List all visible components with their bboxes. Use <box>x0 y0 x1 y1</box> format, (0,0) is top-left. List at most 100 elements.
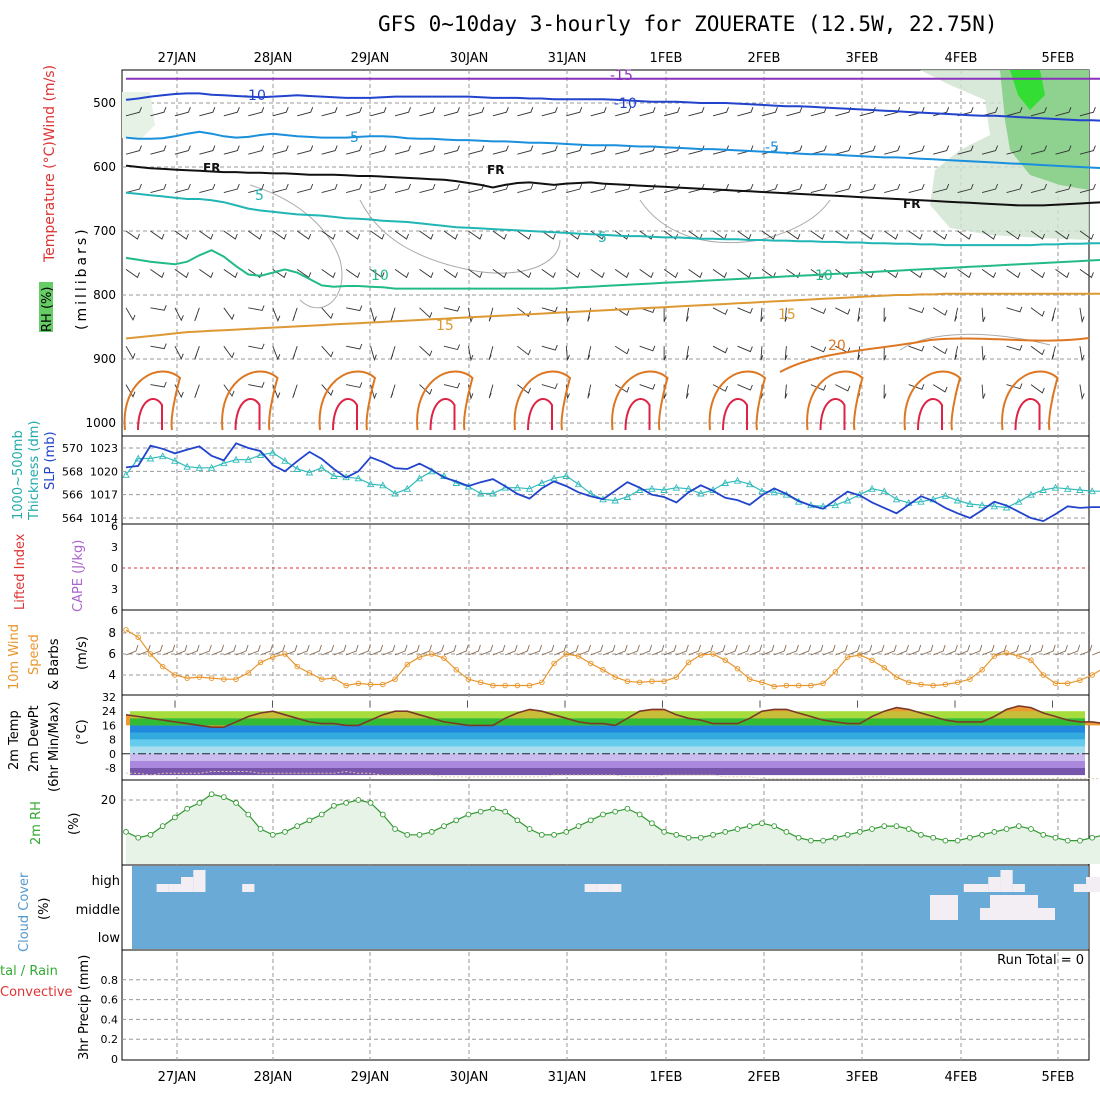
wind10-point <box>1040 672 1046 678</box>
isotherm-label: 10 <box>815 268 833 284</box>
wind-barb <box>346 145 363 155</box>
wind-barb <box>685 307 690 322</box>
wind-barb <box>370 230 385 240</box>
rh2m-point <box>661 829 667 835</box>
panel-frames <box>121 69 1090 1061</box>
thickness-tick-label: 570 <box>62 442 83 455</box>
rh2m-unit: (%) <box>67 813 82 836</box>
wind-barb <box>390 384 396 399</box>
isotherm-line <box>125 191 1100 247</box>
cloud-cell <box>930 895 958 920</box>
wind-barb <box>1006 145 1023 155</box>
wind-barb <box>1079 307 1085 324</box>
wind-barb <box>615 145 632 155</box>
slp-tick-label: 1020 <box>90 465 118 478</box>
thickness-point <box>1027 490 1035 498</box>
thickness-point <box>220 459 228 467</box>
wind-barb <box>541 269 556 279</box>
isotherm-label: 15 <box>436 318 454 334</box>
rh2m-point <box>832 834 839 841</box>
wind-barb <box>614 345 630 355</box>
thickness-point <box>122 470 130 478</box>
rh2m-point <box>343 800 349 806</box>
wind10-barb <box>712 644 726 656</box>
wind10-barb <box>248 644 261 656</box>
wind-barb <box>346 305 363 312</box>
wind10-barb <box>847 644 860 656</box>
wind-barb <box>981 384 986 399</box>
cloud-cell <box>181 877 194 892</box>
wind10-point <box>808 682 814 689</box>
thickness-point <box>489 489 497 497</box>
date-label-bottom: 30JAN <box>450 1070 489 1085</box>
wind-barb <box>587 384 592 399</box>
wind10-barb <box>492 644 506 656</box>
wind10-barb <box>431 644 445 656</box>
wind-barb <box>1079 346 1085 362</box>
rh2m-point <box>685 834 692 841</box>
wind-barb <box>565 307 570 322</box>
t2m-label-1: 2m Temp <box>7 710 22 770</box>
wind10-barb <box>419 644 432 656</box>
isotherm-line <box>125 249 1100 290</box>
wind-barb <box>981 307 986 322</box>
precip-panel: 0 0.2 0.4 0.6 0.8 <box>101 974 1089 1066</box>
rh2m-point <box>697 834 704 841</box>
slp-label: SLP (mb) <box>43 431 58 490</box>
wind-barb <box>345 230 361 240</box>
wind-barb <box>419 230 434 240</box>
wind-barb <box>932 384 948 393</box>
wind10-barb <box>284 644 298 656</box>
thickness-point <box>941 491 950 499</box>
wind-barb <box>908 145 925 155</box>
isotherm-label: 15 <box>778 307 796 323</box>
wind10-barb <box>382 644 396 656</box>
rh2m-point <box>514 817 521 824</box>
thickness-point <box>232 455 240 463</box>
wind10-barb <box>235 644 249 656</box>
wind-barb <box>443 230 458 240</box>
temp-color-band <box>130 753 1085 761</box>
wind10-barb <box>297 644 310 656</box>
thickness-point <box>1039 486 1048 493</box>
wind10-point <box>429 651 435 657</box>
wind-barb <box>199 107 216 117</box>
upper-left-label: Temperature (°C)Wind (m/s) <box>42 65 58 263</box>
thickness-point <box>171 456 179 464</box>
wind-barb <box>223 183 240 194</box>
wind-barb <box>1055 183 1072 194</box>
wind-barb <box>443 145 460 155</box>
surface-isotherm <box>624 398 651 431</box>
thickness-point <box>330 472 338 479</box>
wind10-barb <box>1030 644 1044 656</box>
wind-barb <box>248 269 263 279</box>
rh2m-point <box>318 811 325 818</box>
wind-barb <box>468 145 485 155</box>
wind-barb <box>517 269 532 279</box>
isotherm-line <box>125 130 1100 170</box>
upper-air-frame <box>121 69 1090 437</box>
wind-barb <box>296 230 312 240</box>
wind-barb <box>272 183 289 194</box>
rh2m-point <box>893 823 900 829</box>
surface-isotherm <box>429 398 456 431</box>
wind-barb <box>810 384 827 391</box>
wind-barb <box>688 145 705 155</box>
rh2m-point <box>1064 837 1071 844</box>
wind10-tick-label: 4 <box>108 668 116 682</box>
wind10-barb <box>663 644 677 656</box>
wind-barb <box>517 145 534 155</box>
rh-shading-high <box>1010 70 1045 110</box>
rh2m-point <box>1040 831 1047 838</box>
date-axis-bottom: 27JAN 28JAN 29JAN 30JAN 31JAN 1FEB 2FEB 3FEB 4FE… <box>158 1070 1075 1085</box>
rh2m-point <box>783 829 790 835</box>
wind-barb <box>194 384 200 398</box>
wind-barb <box>859 183 876 194</box>
wind-barb <box>712 107 729 117</box>
wind-barb <box>223 145 240 155</box>
wind10-barb <box>162 644 176 656</box>
thickness-point <box>721 479 730 486</box>
rh2m-point <box>808 837 814 844</box>
rh2m-point <box>881 823 888 829</box>
wind10-point <box>196 674 203 680</box>
